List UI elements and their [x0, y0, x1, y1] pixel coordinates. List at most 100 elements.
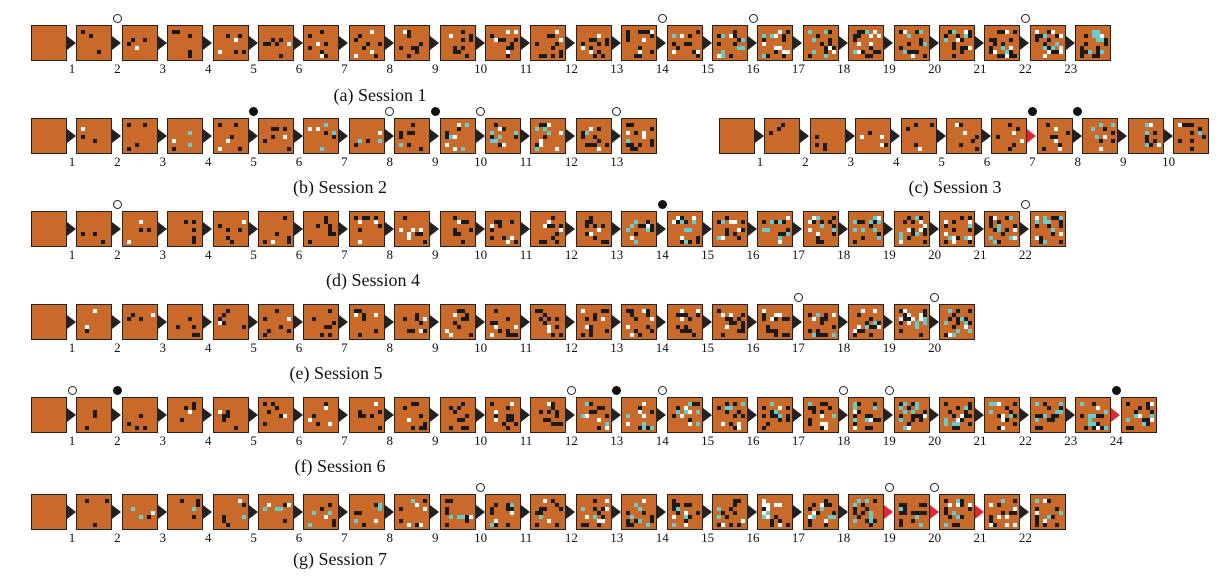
transition-arrow	[702, 315, 712, 329]
filled-circle-marker	[1027, 107, 1037, 116]
grid-cell	[906, 422, 911, 426]
grid-cell	[737, 317, 741, 321]
grid-cell	[964, 414, 968, 418]
grid-cell	[369, 414, 374, 418]
grid-cell	[1009, 54, 1014, 58]
grid-cell	[237, 499, 242, 503]
grid-frame	[1029, 211, 1066, 247]
step-label: 1	[68, 154, 76, 169]
step-label: 3	[847, 154, 855, 169]
transition-arrow	[203, 222, 213, 236]
grid-cell	[547, 34, 552, 38]
grid-cell	[898, 511, 903, 515]
grid-cell	[1133, 414, 1138, 418]
grid-cell	[411, 329, 416, 333]
grid-cell	[172, 139, 177, 143]
grid-cell	[1005, 228, 1010, 232]
grid-cell	[407, 143, 412, 147]
grid-cell	[815, 232, 820, 236]
grid-cell	[695, 54, 700, 58]
open-circle-marker	[748, 14, 758, 23]
grid-cell	[831, 216, 836, 220]
grid-cell	[1050, 30, 1055, 34]
grid-cell	[857, 220, 862, 224]
grid-cell	[774, 50, 779, 54]
grid-cell	[683, 220, 688, 224]
transition-arrow	[157, 408, 167, 422]
grid-cell	[865, 499, 870, 503]
grid-cell	[539, 54, 544, 58]
grid-cell	[952, 220, 956, 224]
grid-cell	[944, 34, 948, 38]
grid-cell	[1099, 147, 1104, 151]
transition-arrow	[157, 36, 167, 50]
grid-cell	[328, 309, 333, 313]
grid-cell	[225, 34, 230, 38]
grid-cell	[580, 333, 585, 337]
step-label: 16	[746, 61, 760, 76]
grid-cell	[1020, 139, 1025, 143]
grid-cell	[638, 410, 643, 414]
grid-cell	[717, 507, 721, 511]
grid-cell	[968, 507, 972, 511]
grid-cell	[880, 135, 885, 139]
grid-cell	[547, 220, 552, 224]
grid-cell	[910, 317, 915, 321]
grid-cell	[815, 333, 820, 337]
grid-cell	[989, 220, 994, 224]
grid-frame	[303, 397, 340, 433]
grid-cell	[814, 135, 819, 139]
grid-cell	[959, 123, 963, 127]
grid-cell	[588, 50, 593, 54]
grid-cell	[733, 499, 737, 503]
grid-cell	[316, 42, 321, 46]
grid-cell	[1084, 34, 1089, 38]
grid-cell	[968, 46, 972, 50]
grid-cell	[989, 410, 994, 414]
transition-arrow	[975, 36, 984, 50]
grid-cell	[555, 410, 560, 414]
grid-frame	[348, 25, 385, 61]
grid-cell	[869, 511, 874, 515]
transition-arrow	[566, 408, 576, 422]
grid-cell	[464, 54, 469, 58]
grid-cell	[853, 410, 858, 414]
grid-cell	[357, 139, 362, 143]
grid-cell	[683, 519, 688, 523]
grid-cell	[770, 220, 775, 224]
grid-cell	[419, 42, 424, 46]
grid-cell	[1050, 515, 1055, 519]
grid-cell	[600, 317, 605, 321]
grid-cell	[559, 228, 564, 232]
grid-cell	[539, 240, 544, 244]
grid-cell	[559, 38, 564, 42]
grid-cell	[952, 422, 956, 426]
grid-cell	[377, 139, 382, 143]
grid-cell	[671, 34, 676, 38]
grid-cell	[642, 426, 647, 430]
grid-cell	[922, 511, 927, 515]
step-label: 1	[68, 340, 76, 355]
grid-cell	[737, 329, 741, 333]
grid-cell	[320, 30, 325, 34]
grid-cell	[596, 426, 601, 430]
grid-cell	[695, 422, 700, 426]
grid-cell	[695, 236, 700, 240]
step-label: 15	[701, 247, 715, 262]
grid-cell	[650, 515, 655, 519]
grid-cell	[1092, 422, 1097, 426]
grid-cell	[399, 46, 404, 50]
grid-frame	[258, 118, 294, 154]
grid-frame	[303, 494, 340, 530]
grid-cell	[192, 515, 197, 519]
grid-cell	[407, 236, 412, 240]
grid-cell	[721, 50, 725, 54]
transition-arrow	[611, 408, 621, 422]
grid-cell	[898, 406, 903, 410]
grid-cell	[580, 135, 585, 139]
transition-arrow	[157, 505, 167, 519]
grid-cell	[514, 38, 518, 42]
grid-cell	[1005, 50, 1010, 54]
grid-cell	[944, 523, 948, 527]
grid-cell	[831, 50, 836, 54]
